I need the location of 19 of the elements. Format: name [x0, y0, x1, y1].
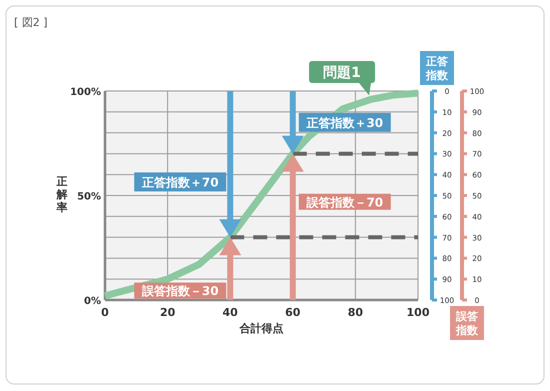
- y-tick-label: 100%: [70, 87, 101, 98]
- x-axis-title: 合計得点: [238, 322, 284, 335]
- x-tick-label: 100: [406, 306, 430, 319]
- x-tick-label: 40: [222, 306, 238, 319]
- chart-title: [ 図2 ]: [14, 16, 48, 29]
- annotation: 正答指数＋70: [140, 175, 219, 190]
- annotation: 誤答指数－30: [140, 284, 219, 298]
- y-tick-label: 0%: [84, 296, 101, 307]
- y3-axis-title: 誤答指数: [455, 310, 479, 337]
- x-tick-label: 0: [101, 306, 110, 319]
- x-tick-label: 60: [285, 306, 301, 319]
- y-axis-title: 正解率: [56, 175, 68, 214]
- x-tick-label: 20: [160, 306, 176, 319]
- series-label: 問題1: [323, 65, 361, 81]
- annotation: 誤答指数－70: [305, 195, 384, 210]
- annotation: 正答指数＋30: [305, 116, 384, 130]
- x-tick-label: 80: [348, 306, 364, 319]
- y-tick-label: 50%: [77, 192, 101, 202]
- y2-axis-title: 正答指数: [425, 55, 449, 82]
